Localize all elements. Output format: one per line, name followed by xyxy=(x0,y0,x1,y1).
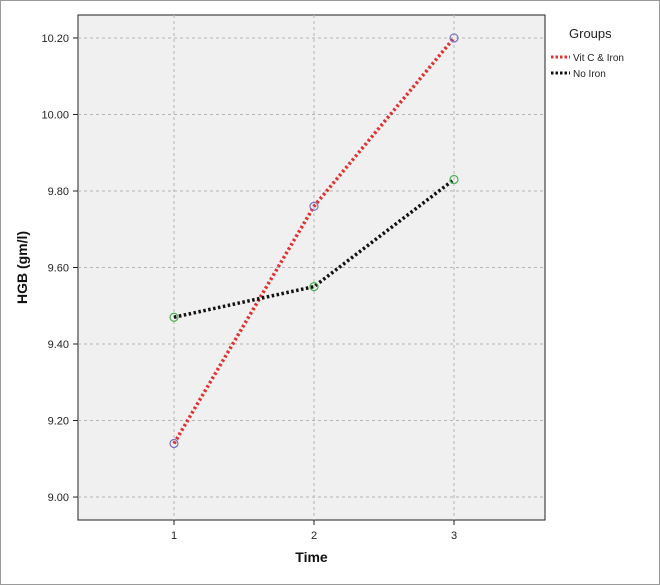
legend-title: Groups xyxy=(569,26,612,41)
series-line-1 xyxy=(172,36,456,445)
y-tick-label: 10.00 xyxy=(41,109,69,121)
series-line-2 xyxy=(173,178,456,319)
x-axis-title: Time xyxy=(295,549,328,565)
legend-label-series-1: Vit C & Iron xyxy=(573,53,624,64)
x-tick-label: 3 xyxy=(451,530,457,542)
y-tick-label: 10.20 xyxy=(41,33,69,45)
data-point xyxy=(169,312,179,322)
y-tick-label: 9.00 xyxy=(48,492,69,504)
x-tick-label: 1 xyxy=(171,530,177,542)
data-point xyxy=(169,438,179,449)
series-layer xyxy=(169,33,459,449)
data-point xyxy=(449,33,459,43)
legend: Groups Vit C & Iron No Iron xyxy=(551,26,624,80)
axis-ticks: 9.00 9.20 9.40 9.60 9.80 10.00 10.20 1 2 3 xyxy=(41,33,457,542)
x-tick-label: 2 xyxy=(311,530,317,542)
data-point xyxy=(309,282,319,292)
data-point xyxy=(309,201,319,211)
data-point xyxy=(449,174,459,185)
grid-lines xyxy=(78,15,545,520)
y-axis-title: HGB (gm/l) xyxy=(14,231,30,304)
plot-area xyxy=(77,14,546,521)
y-tick-label: 9.60 xyxy=(48,263,69,275)
y-tick-label: 9.80 xyxy=(48,186,69,198)
y-tick-label: 9.20 xyxy=(48,416,69,428)
legend-label-series-2: No Iron xyxy=(573,69,606,80)
y-tick-label: 9.40 xyxy=(48,339,69,351)
